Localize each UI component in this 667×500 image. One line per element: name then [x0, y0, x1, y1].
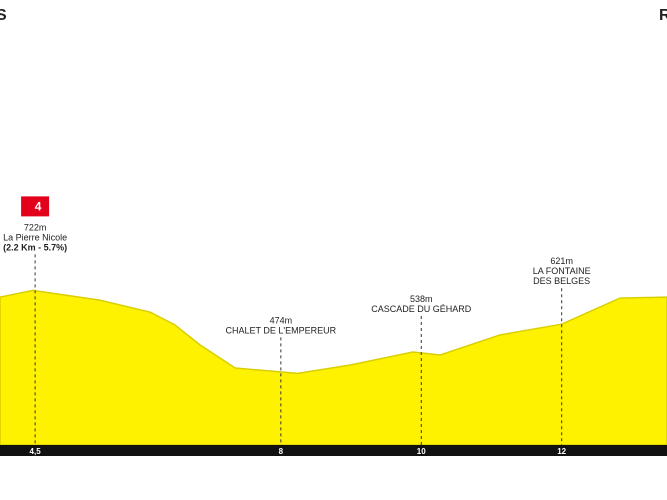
marker-label: LA FONTAINE [533, 266, 591, 276]
marker-label: 538m [410, 294, 433, 304]
x-tick-label: 10 [417, 447, 426, 456]
finish-label: R [659, 7, 667, 24]
marker-label: DES BELGES [533, 276, 590, 286]
axis-bar [0, 445, 667, 456]
x-tick-label: 4,5 [30, 447, 42, 456]
marker-label: CHALET DE L'EMPEREUR [226, 325, 337, 335]
profile-area [0, 289, 667, 446]
marker-label: 722m [24, 222, 47, 232]
climb-flag [21, 196, 50, 217]
marker-label: (2.2 Km - 5.7%) [3, 242, 67, 252]
marker-label: La Pierre Nicole [3, 232, 67, 242]
start-label: S [0, 7, 7, 24]
marker-label: CASCADE DU GÉHARD [371, 304, 472, 314]
climb-category: 4 [35, 199, 42, 213]
marker-label: 621m [550, 256, 573, 266]
marker-label: 474m [270, 315, 293, 325]
x-tick-label: 8 [279, 447, 284, 456]
x-tick-label: 12 [557, 447, 566, 456]
